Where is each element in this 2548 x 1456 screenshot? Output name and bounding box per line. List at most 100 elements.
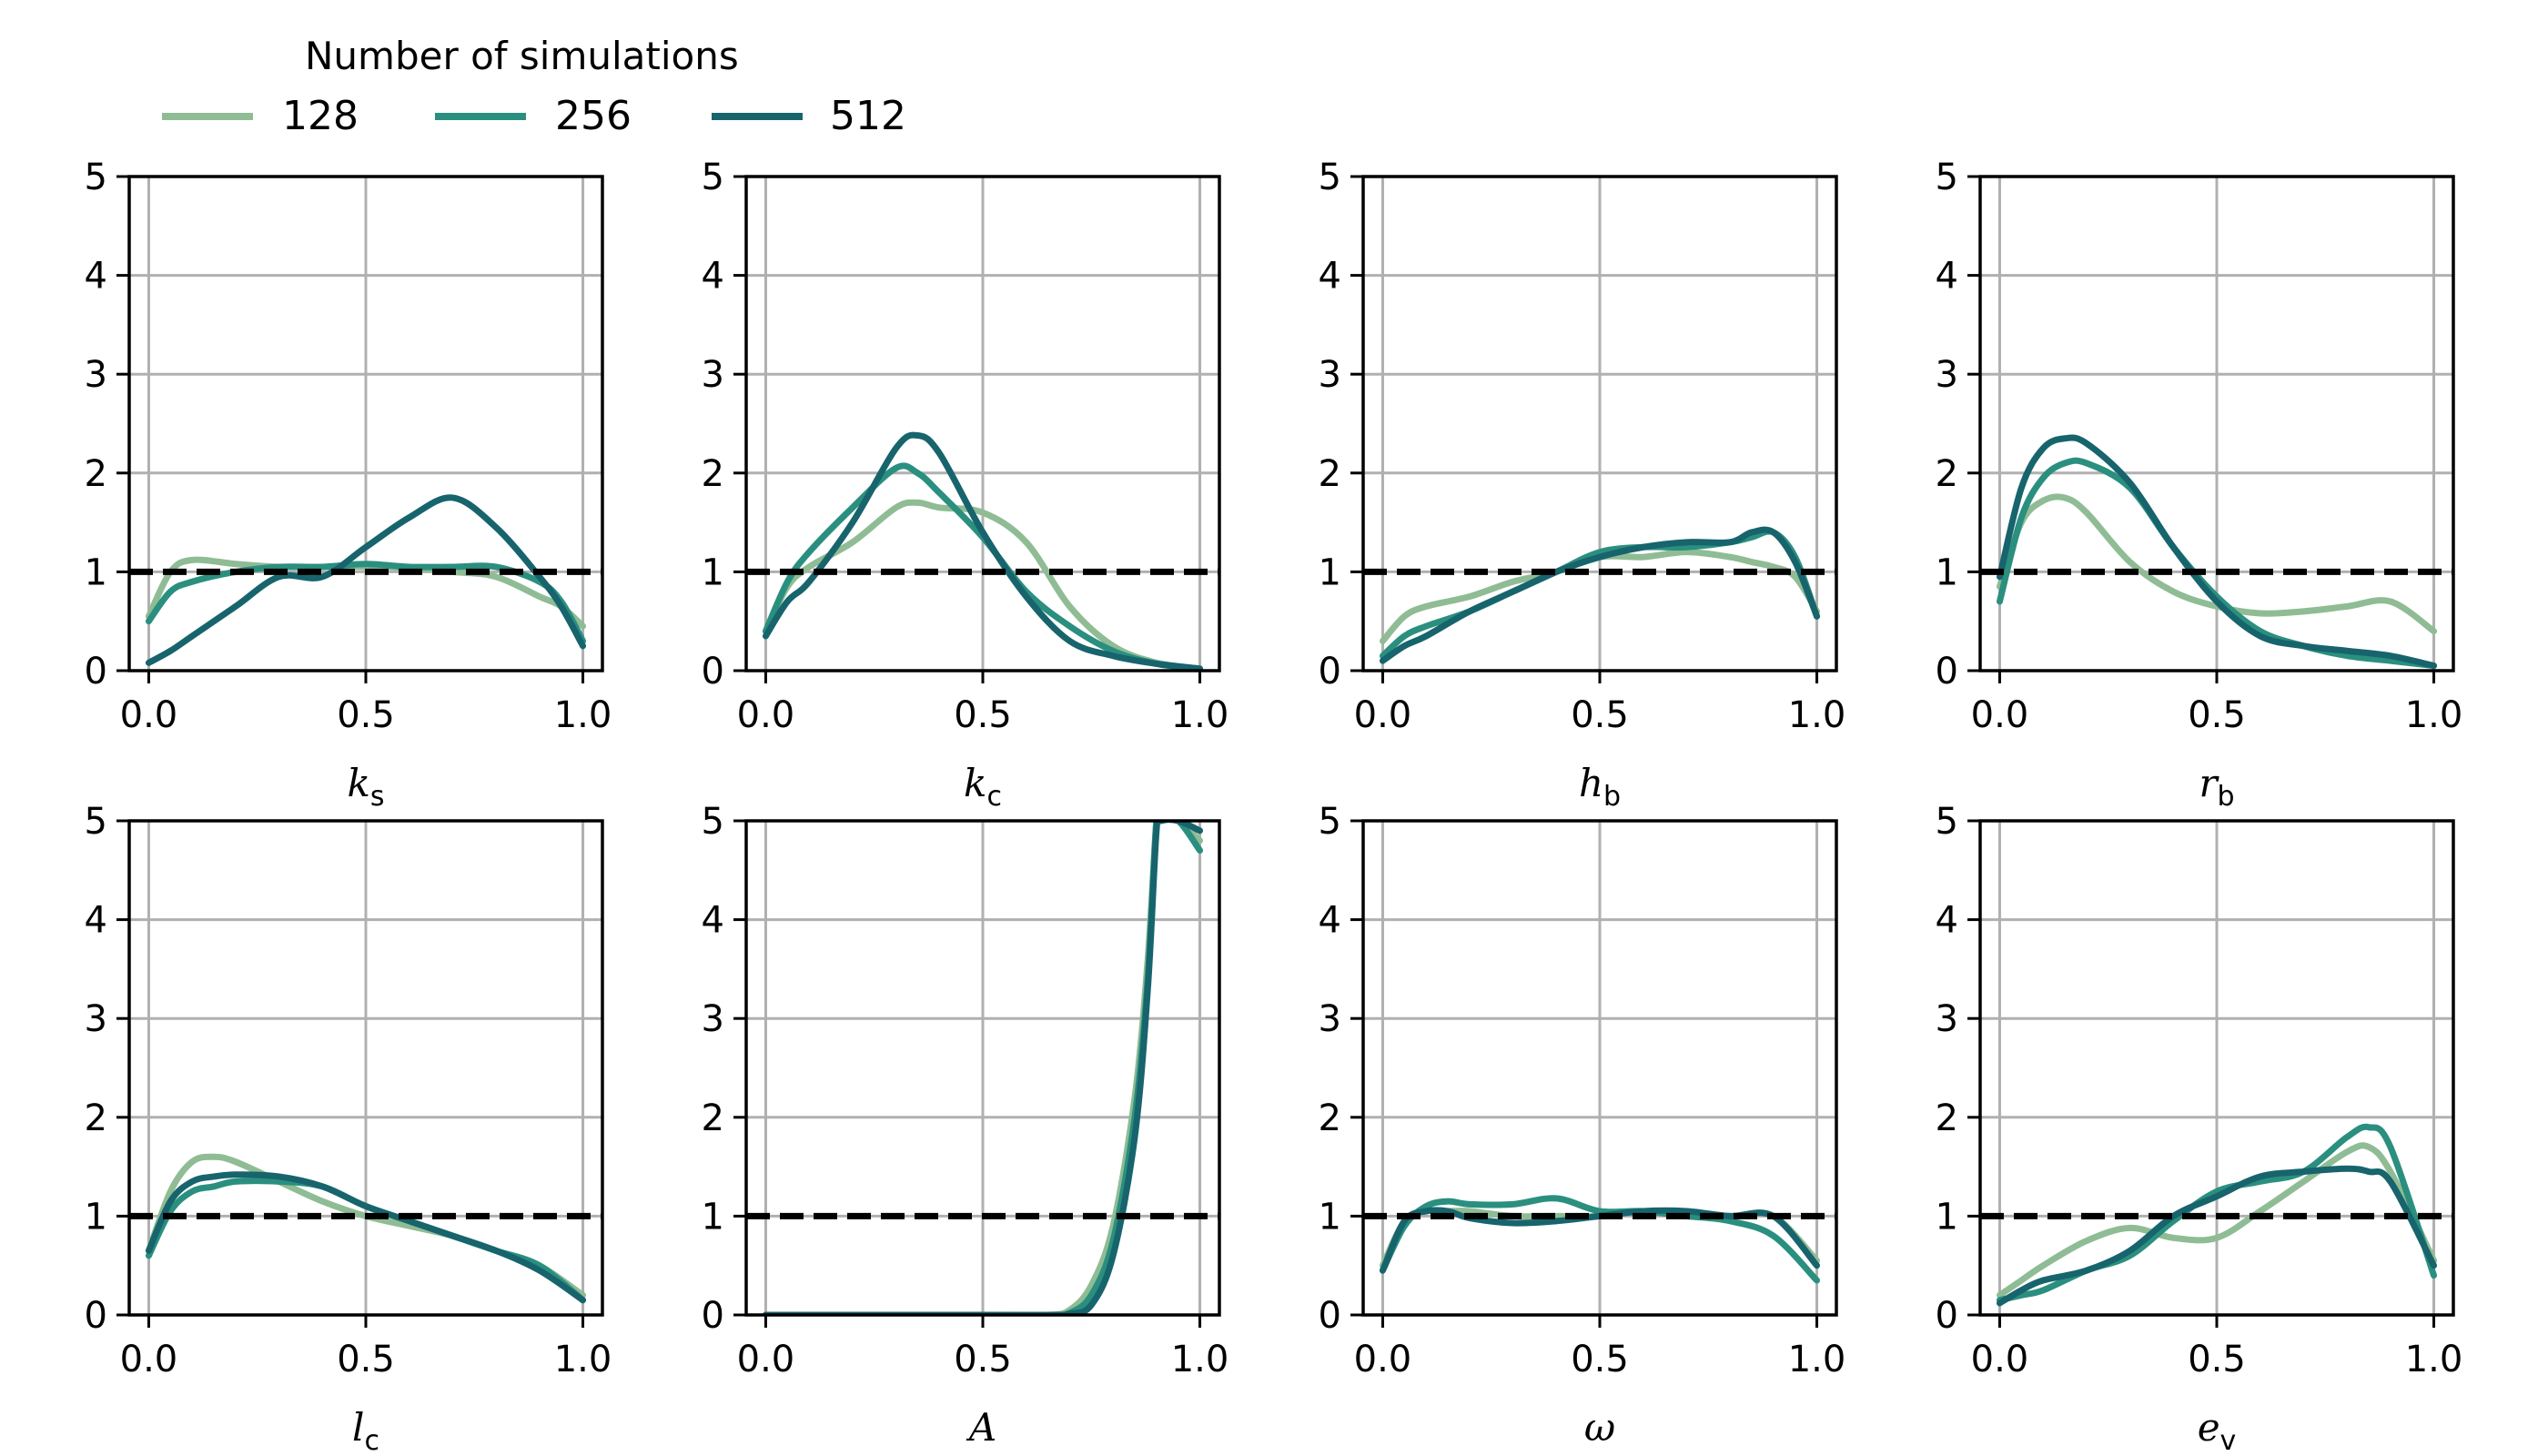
legend-title: Number of simulations [305,34,739,78]
legend-label-512: 512 [830,93,906,139]
y-tick-label: 4 [85,900,107,942]
series-line-128 [762,499,1204,671]
x-tick-label: 1.0 [1171,1339,1229,1380]
x-tick-label: 0.0 [737,1339,795,1380]
series-line-128 [1379,549,1821,644]
y-tick-label: 1 [1319,551,1341,593]
series-line-512 [1379,1207,1821,1274]
series-group [762,431,1204,671]
series-line-256 [762,462,1204,671]
x-axis-label: hb [1579,761,1621,813]
subplot-grid: 0.0 0.5 1.0 0 1 2 3 4 5 ks 0.0 0.5 1.0 0 1 2 3 4 5 kc 0.0 0.5… [85,157,2463,1456]
series-group [762,821,1204,1315]
y-tick-label: 5 [1319,157,1341,198]
subplot-5: 0.0 0.5 1.0 0 1 2 3 4 5 lc [85,801,612,1456]
x-tick-label: 0.0 [1971,694,2029,736]
series-line-512 [1996,1165,2438,1307]
x-tick-label: 0.0 [1971,1339,2029,1380]
x-tick-label: 1.0 [1171,694,1229,736]
series-line-256 [1379,1195,1821,1284]
y-tick-label: 4 [1936,900,1958,942]
y-tick-label: 2 [1319,453,1341,495]
series-line-128 [1996,1142,2438,1299]
y-tick-label: 0 [702,651,724,693]
x-tick-label: 0.5 [2188,1339,2246,1380]
x-axis-label: ks [347,761,384,813]
y-tick-label: 0 [1319,1295,1341,1337]
y-tick-label: 2 [702,453,724,495]
subplot-4: 0.0 0.5 1.0 0 1 2 3 4 5 rb [1936,157,2463,813]
series-line-512 [762,431,1204,671]
x-axis-label: ev [2198,1405,2237,1456]
x-tick-label: 0.0 [1354,694,1412,736]
y-tick-label: 0 [1936,1295,1958,1337]
y-tick-label: 0 [702,1295,724,1337]
y-tick-label: 0 [1319,651,1341,693]
x-axis-label: kc [964,761,1002,813]
y-tick-label: 1 [1936,551,1958,593]
y-tick-label: 1 [702,1196,724,1238]
x-tick-label: 0.0 [1354,1339,1412,1380]
y-tick-label: 0 [85,651,107,693]
y-tick-label: 3 [85,354,107,396]
x-tick-label: 1.0 [2405,694,2463,736]
y-tick-label: 3 [702,998,724,1040]
series-line-128 [1996,493,2438,635]
y-tick-label: 1 [1936,1196,1958,1238]
y-tick-label: 1 [85,1196,107,1238]
y-tick-label: 4 [1319,900,1341,942]
y-tick-label: 5 [85,801,107,843]
subplot-7: 0.0 0.5 1.0 0 1 2 3 4 5 ω [1319,801,1846,1450]
y-tick-label: 4 [702,256,724,298]
y-tick-label: 2 [1936,453,1958,495]
series-group [145,1153,587,1304]
x-tick-label: 1.0 [2405,1339,2463,1380]
y-tick-label: 1 [85,551,107,593]
y-tick-label: 2 [85,1097,107,1139]
y-tick-label: 2 [1936,1097,1958,1139]
series-group [1379,526,1821,664]
subplot-2: 0.0 0.5 1.0 0 1 2 3 4 5 kc [702,157,1229,813]
y-tick-label: 0 [85,1295,107,1337]
x-axis-label: ω [1584,1405,1615,1450]
series-line-512 [1379,526,1821,664]
y-tick-label: 2 [702,1097,724,1139]
y-tick-label: 3 [702,354,724,396]
y-tick-label: 5 [702,801,724,843]
x-axis-label: lc [352,1405,379,1456]
y-tick-label: 5 [1936,157,1958,198]
y-tick-label: 3 [1936,354,1958,396]
y-tick-label: 5 [1936,801,1958,843]
x-tick-label: 0.5 [2188,694,2246,736]
x-tick-label: 1.0 [1788,694,1846,736]
x-axis-label: A [966,1405,996,1450]
x-tick-label: 0.5 [954,694,1012,736]
series-line-256 [762,821,1204,1315]
x-tick-label: 0.0 [120,694,178,736]
x-tick-label: 0.0 [120,1339,178,1380]
x-tick-label: 0.0 [737,694,795,736]
y-tick-label: 3 [1936,998,1958,1040]
y-tick-label: 4 [85,256,107,298]
y-tick-label: 3 [1319,354,1341,396]
y-tick-label: 5 [85,157,107,198]
y-tick-label: 5 [702,157,724,198]
series-line-512 [145,494,587,666]
y-tick-label: 0 [1936,651,1958,693]
legend-entry-512: 512 [712,93,906,139]
legend-entry-256: 256 [435,93,632,139]
y-tick-label: 4 [1319,256,1341,298]
subplot-3: 0.0 0.5 1.0 0 1 2 3 4 5 hb [1319,157,1846,813]
y-tick-label: 1 [1319,1196,1341,1238]
series-line-512 [145,1171,587,1304]
x-tick-label: 0.5 [1571,694,1629,736]
legend-label-256: 256 [555,93,632,139]
series-group [1379,1195,1821,1284]
legend-label-128: 128 [282,93,359,139]
x-tick-label: 0.5 [337,1339,395,1380]
series-line-512 [762,821,1204,1315]
subplot-8: 0.0 0.5 1.0 0 1 2 3 4 5 ev [1936,801,2463,1456]
x-tick-label: 1.0 [554,1339,612,1380]
x-tick-label: 0.5 [337,694,395,736]
